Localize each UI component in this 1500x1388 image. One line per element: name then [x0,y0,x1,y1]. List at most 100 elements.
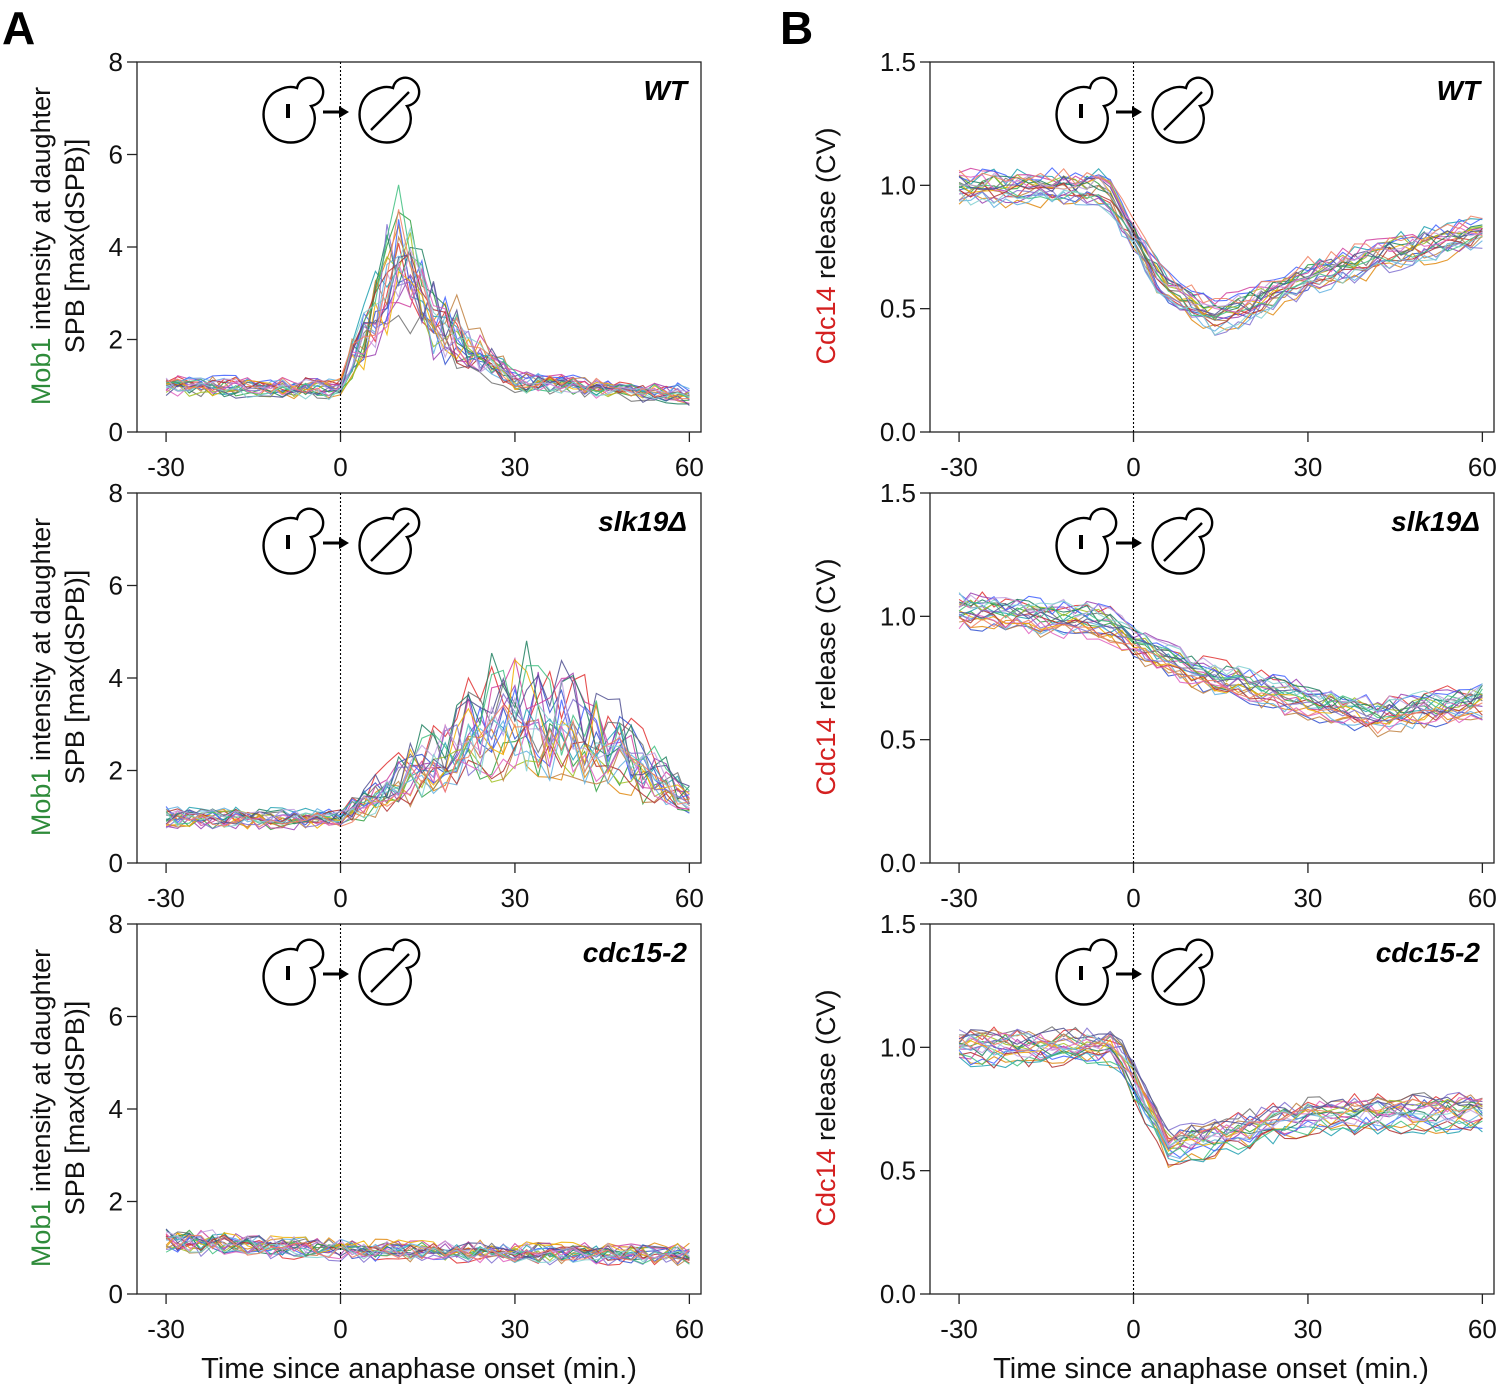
daughter-cell-group [1151,938,1214,1006]
y-tick-label: 1.0 [880,170,916,200]
svg-text:Mob1 intensity at daughter: Mob1 intensity at daughter [26,87,56,405]
series-line [959,191,1483,332]
series-line [958,183,1483,318]
strain-label: slk19Δ [1391,506,1480,537]
panel-letter-a: A [2,2,35,54]
x-tick-label: 60 [675,883,704,913]
x-tick-label: -30 [147,452,185,482]
ylabel-cdc14-highlight: Cdc14 [811,1149,841,1227]
right-ylabel-row-1: Cdc14 release (CV) [811,127,841,364]
series-line [165,718,690,826]
yeast-transition-icon [262,76,421,144]
x-tick-label: 30 [1293,452,1322,482]
left-ylabel-row-3: Mob1 intensity at daughter SPB [max(dSPB… [26,949,90,1267]
strain-label: slk19Δ [598,506,687,537]
daughter-cell-group [1151,76,1214,144]
x-tick-label: 60 [675,452,704,482]
plot-frame [929,61,1495,433]
series-line [959,603,1483,723]
series-line [165,235,690,400]
y-tick-label: 0.5 [880,725,916,755]
arrow-head-icon [1132,968,1142,980]
y-tick-label: 1.0 [880,601,916,631]
mother-cell-icon [262,507,325,575]
series-line [958,189,1483,337]
series-line [958,1033,1483,1148]
series-line [958,1027,1483,1143]
chart-panel-b-2: 0.0 0.5 1.0 1.5 -30 0 30 60 slk19Δ [880,478,1497,913]
strain-label: WT [643,75,689,106]
series-line [958,1050,1483,1166]
svg-text:Mob1 intensity at daughter: Mob1 intensity at daughter [26,518,56,836]
series-line [959,172,1483,308]
series-line [958,594,1483,715]
long-spindle-icon [1163,522,1203,562]
long-spindle-icon [1163,91,1203,131]
series-line [166,681,690,823]
arrow-head-icon [339,106,349,118]
chart-panel-b-3: 0.0 0.5 1.0 1.5 -30 0 30 60 cdc15-2 [880,909,1497,1344]
x-tick-label: 30 [500,883,529,913]
mother-cell-icon [1055,76,1118,144]
series-line [958,1033,1483,1142]
series-line [165,678,690,822]
chart-panel-a-2: 0 2 4 6 8 -30 0 30 60 slk19Δ [109,478,704,913]
series-line [958,1050,1483,1161]
arrow-head-icon [339,537,349,549]
ylabel-mob1-highlight: Mob1 [26,769,56,837]
series-line [958,182,1483,319]
series-line [958,614,1483,735]
yeast-transition-icon [262,507,421,575]
series-line [165,262,690,404]
x-axis-title-b: Time since anaphase onset (min.) [993,1353,1429,1385]
y-tick-label: 6 [109,140,123,170]
y-tick-label: 4 [109,232,123,262]
y-tick-label: 1.5 [880,909,916,939]
daughter-cell-group [358,76,421,144]
series-line [958,613,1483,731]
x-tick-label: 30 [1293,1314,1322,1344]
right-ylabel-row-3: Cdc14 release (CV) [811,989,841,1226]
series-line [958,176,1483,316]
long-spindle-icon [370,953,410,993]
x-tick-label: 0 [1126,1314,1140,1344]
plot-frame [136,492,702,864]
y-tick-label: 0 [109,417,123,447]
series-line [165,702,690,828]
series-line [165,226,690,401]
series-line [958,188,1483,336]
yeast-transition-icon [262,938,421,1006]
series-line [958,609,1483,722]
svg-text:Cdc14 release (CV): Cdc14 release (CV) [811,127,841,364]
arrow-head-icon [1132,106,1142,118]
svg-text:Mob1 intensity at daughter: Mob1 intensity at daughter [26,949,56,1267]
series-line [959,616,1483,738]
y-tick-label: 1.5 [880,478,916,508]
x-tick-label: 60 [1468,452,1497,482]
ylabel-cdc14-highlight: Cdc14 [811,718,841,796]
ylabel-mob1-rest: intensity at daughter [26,518,56,769]
yeast-transition-icon [1055,76,1214,144]
x-tick-label: -30 [940,883,978,913]
series-line [165,1233,690,1265]
y-tick-label: 0.0 [880,1279,916,1309]
series-line [958,593,1483,713]
mother-cell-icon [262,76,325,144]
y-tick-label: 2 [109,1187,123,1217]
y-tick-label: 0.0 [880,848,916,878]
x-tick-label: 0 [1126,452,1140,482]
y-tick-label: 4 [109,663,123,693]
ylabel-cdc14-rest: release (CV) [811,127,841,286]
x-tick-label: 0 [333,883,347,913]
chart-panel-a-1: 0 2 4 6 8 -30 0 30 60 WT [109,47,704,482]
y-tick-label: 2 [109,325,123,355]
arrow-head-icon [339,968,349,980]
series-line [166,658,690,830]
ylabel-mob1-line2: SPB [max(dSPB)] [60,139,90,354]
x-tick-label: 0 [1126,883,1140,913]
series-line [165,209,690,400]
series-line [165,223,690,405]
plot-frame [136,61,702,433]
